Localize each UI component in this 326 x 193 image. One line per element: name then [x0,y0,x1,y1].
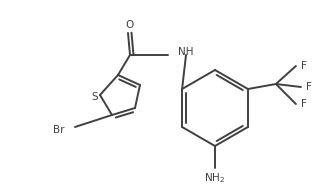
Text: F: F [306,82,312,92]
Text: Br: Br [53,125,65,135]
Text: O: O [126,20,134,30]
Text: F: F [301,99,307,109]
Text: F: F [301,61,307,71]
Text: S: S [92,92,98,102]
Text: NH: NH [178,47,194,57]
Text: NH$_2$: NH$_2$ [204,171,226,185]
